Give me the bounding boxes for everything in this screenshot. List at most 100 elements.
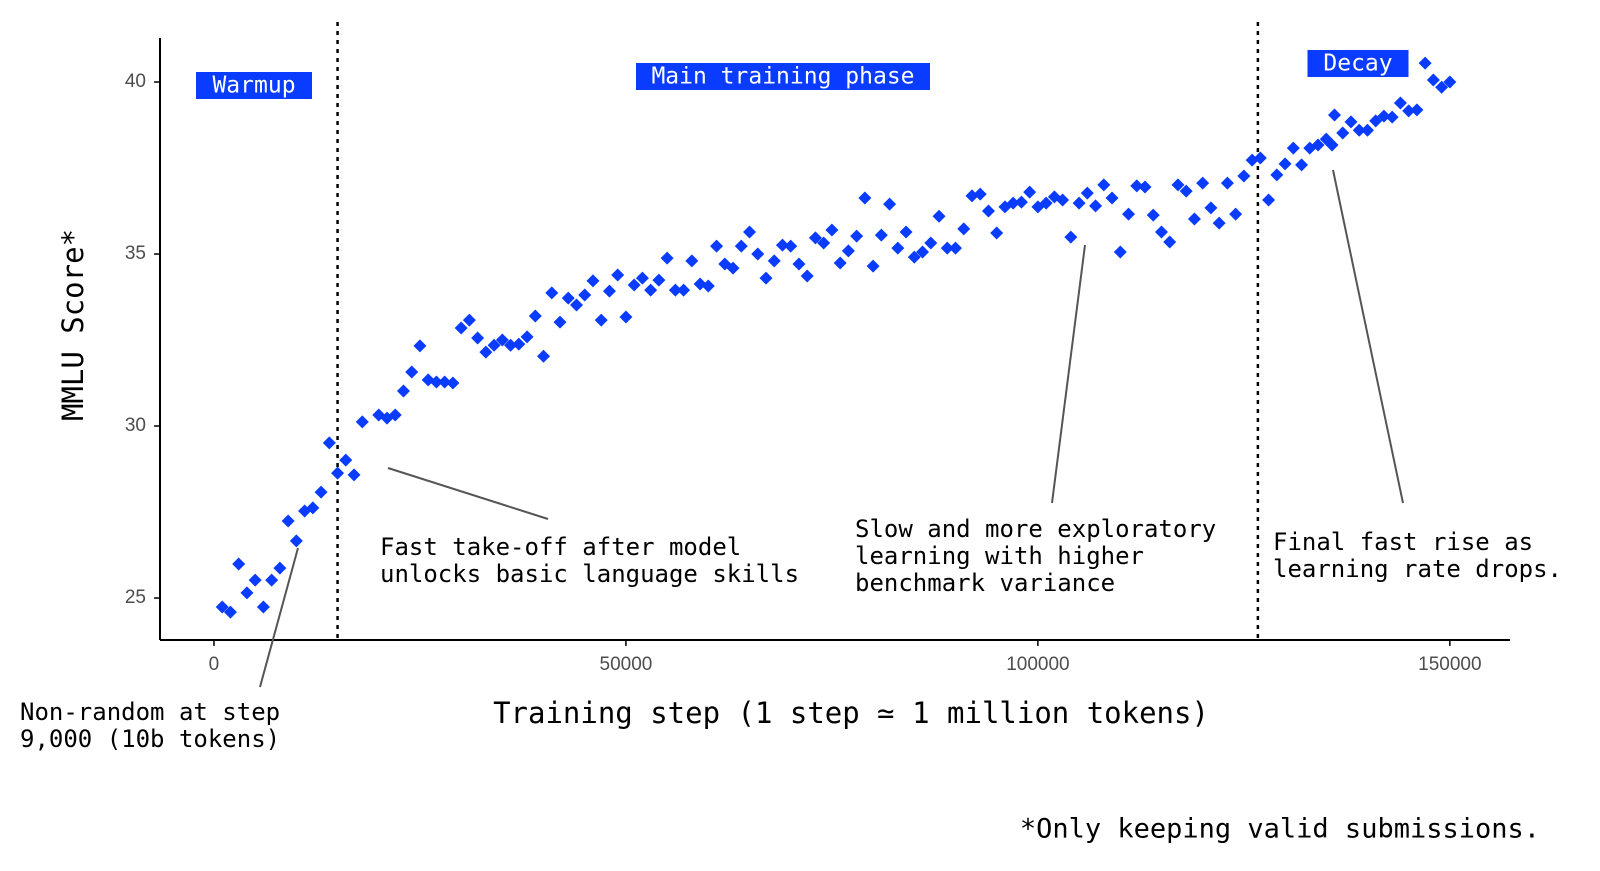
- point: [668, 283, 682, 297]
- phase-label: Warmup: [212, 73, 295, 99]
- point: [339, 453, 353, 467]
- point: [289, 534, 303, 548]
- point: [916, 245, 930, 259]
- point: [825, 223, 839, 237]
- footnote: *Only keeping valid submissions.: [1020, 814, 1540, 845]
- point: [1072, 196, 1086, 210]
- point: [1229, 207, 1243, 221]
- point: [248, 573, 262, 587]
- point: [232, 557, 246, 571]
- point: [1089, 199, 1103, 213]
- point: [965, 189, 979, 203]
- point: [1325, 138, 1339, 152]
- point: [652, 273, 666, 287]
- point: [462, 313, 476, 327]
- point: [1253, 151, 1267, 165]
- point: [487, 338, 501, 352]
- point: [957, 222, 971, 236]
- x-tick-label: 50000: [600, 654, 653, 675]
- point: [1056, 193, 1070, 207]
- point: [215, 600, 229, 614]
- point: [553, 315, 567, 329]
- point: [644, 283, 658, 297]
- y-tick-label: 40: [125, 71, 146, 92]
- point: [685, 254, 699, 268]
- point: [1097, 178, 1111, 192]
- annotation: learning rate drops.: [1273, 555, 1562, 583]
- point: [1311, 138, 1325, 152]
- point: [322, 436, 336, 450]
- point: [734, 239, 748, 253]
- point: [1443, 75, 1457, 89]
- point: [512, 337, 526, 351]
- point: [924, 236, 938, 250]
- point: [240, 586, 254, 600]
- point: [866, 259, 880, 273]
- point: [701, 279, 715, 293]
- annotation: 9,000 (10b tokens): [20, 725, 280, 753]
- point: [1006, 196, 1020, 210]
- point: [545, 286, 559, 300]
- point: [1402, 104, 1416, 118]
- point: [759, 271, 773, 285]
- point: [1113, 245, 1127, 259]
- point: [1262, 193, 1276, 207]
- point: [1435, 80, 1449, 94]
- point: [413, 339, 427, 353]
- point: [981, 204, 995, 218]
- point: [767, 254, 781, 268]
- point: [1146, 208, 1160, 222]
- y-axis-label: MMLU Score*: [56, 229, 90, 421]
- point: [817, 236, 831, 250]
- point: [1286, 141, 1300, 155]
- point: [1352, 123, 1366, 137]
- point: [1080, 186, 1094, 200]
- y-tick-label: 25: [125, 587, 146, 608]
- point: [429, 375, 443, 389]
- leader-line: [1051, 244, 1086, 504]
- point: [314, 485, 328, 499]
- point: [273, 561, 287, 575]
- point: [355, 415, 369, 429]
- point: [792, 257, 806, 271]
- point: [1328, 108, 1342, 122]
- point: [454, 321, 468, 335]
- annotation: Non-random at step: [20, 698, 280, 726]
- point: [306, 501, 320, 515]
- point: [1278, 157, 1292, 171]
- point: [932, 209, 946, 223]
- point: [1295, 158, 1309, 172]
- annotation: Fast take-off after model: [380, 533, 741, 561]
- point: [1039, 196, 1053, 210]
- point: [940, 241, 954, 255]
- point: [1163, 235, 1177, 249]
- phase-label-box: [196, 72, 312, 99]
- point: [1344, 115, 1358, 129]
- point: [586, 274, 600, 288]
- point: [388, 408, 402, 422]
- point: [1410, 103, 1424, 117]
- annotation: learning with higher: [855, 542, 1144, 570]
- point: [660, 251, 674, 265]
- point: [578, 288, 592, 302]
- point: [1196, 176, 1210, 190]
- point: [775, 238, 789, 252]
- point: [446, 376, 460, 390]
- point: [1122, 207, 1136, 221]
- leader-line: [1332, 169, 1404, 504]
- point: [611, 268, 625, 282]
- point: [281, 514, 295, 528]
- x-tick-label: 100000: [1006, 654, 1069, 675]
- point: [990, 226, 1004, 240]
- point: [1360, 123, 1374, 137]
- point: [256, 600, 270, 614]
- point: [899, 225, 913, 239]
- point: [948, 241, 962, 255]
- point: [619, 310, 633, 324]
- point: [1204, 201, 1218, 215]
- point: [1212, 216, 1226, 230]
- point: [1385, 110, 1399, 124]
- point: [1336, 126, 1350, 140]
- point: [1377, 109, 1391, 123]
- point: [520, 330, 534, 344]
